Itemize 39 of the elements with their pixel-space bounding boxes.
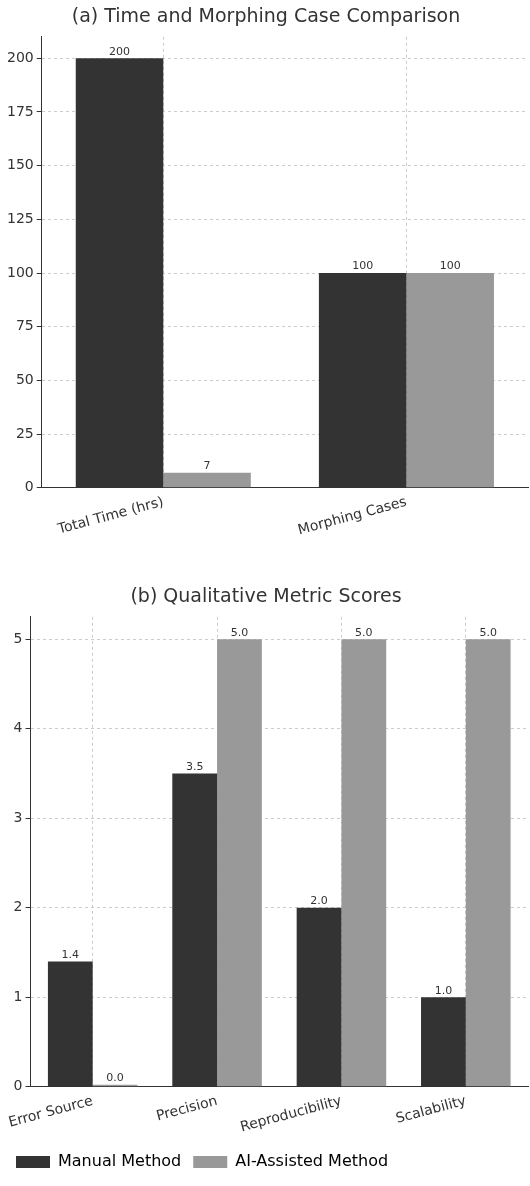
y-tick-label: 100 [6,263,34,280]
y-tick-label: 75 [15,317,34,334]
data-label: 7 [203,459,211,473]
data-label: 100 [352,259,374,273]
bar [465,639,511,1087]
x-tick-label: Precision [154,1091,219,1124]
data-label: 5.0 [230,625,249,639]
bar [406,273,494,488]
data-label: 5.0 [479,625,497,639]
y-tick-label: 125 [6,210,34,226]
data-label: 5.0 [355,625,373,639]
y-tick-label: 5 [13,629,23,646]
y-tick-label: 50 [15,371,34,388]
data-label: 3.5 [185,759,204,773]
legend-label: Manual Method [58,1151,182,1171]
bar [341,639,387,1087]
x-tick-label: Total Time (hrs) [54,492,166,537]
legend-label: AI-Assisted Method [235,1151,389,1171]
y-tick-label: 2 [13,898,23,915]
data-label: 0.0 [106,1071,124,1085]
y-tick-label: 1 [13,987,23,1004]
data-label: 2.0 [310,894,328,908]
y-tick-label: 0 [24,478,34,495]
y-tick-label: 4 [13,719,23,736]
y-tick-label: 25 [15,424,34,441]
data-label: 1.0 [434,983,453,997]
data-label: 1.4 [61,947,80,961]
bar [217,639,262,1087]
y-tick-label: 150 [6,156,34,173]
bar [163,472,251,488]
x-tick-label: Error Source [6,1091,95,1130]
chart-title: (b) Qualitative Metric Scores [130,584,402,607]
data-label: 200 [109,44,131,58]
chart-title: (a) Time and Morphing Case Comparison [71,4,461,27]
y-tick-label: 200 [6,48,34,65]
y-tick-label: 3 [13,808,23,825]
data-label: 100 [439,259,461,273]
y-tick-label: 0 [13,1077,23,1094]
y-tick-label: 175 [6,102,34,119]
